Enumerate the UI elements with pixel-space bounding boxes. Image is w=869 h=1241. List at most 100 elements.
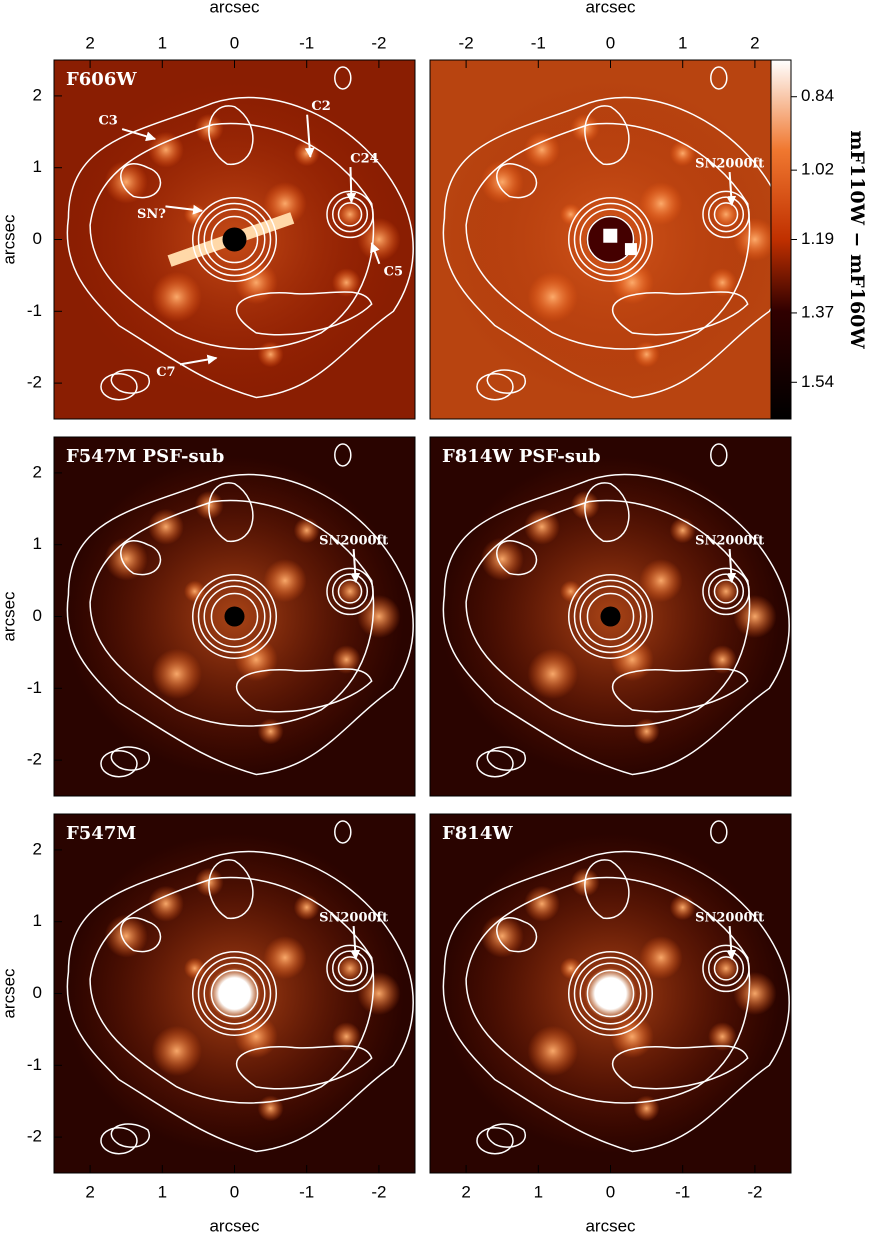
source: [293, 140, 320, 167]
contour: [573, 202, 648, 277]
source: [639, 936, 683, 980]
x-tick-label: 1: [158, 33, 167, 52]
contour: [579, 585, 642, 648]
contour: [209, 860, 253, 918]
contour: [573, 579, 648, 654]
annotation: SN2000ft: [319, 534, 388, 549]
contour: [497, 541, 537, 575]
x-tick-label: 1: [678, 33, 687, 52]
contour: [326, 190, 374, 239]
source: [480, 160, 524, 204]
contour: [197, 956, 272, 1031]
y-tick-label: 2: [33, 839, 42, 858]
source: [480, 537, 524, 581]
source: [263, 182, 307, 226]
panel-title: F814W PSF-sub: [442, 446, 601, 467]
contour: [100, 372, 138, 401]
source: [263, 936, 307, 980]
y-tick-label: -2: [27, 1127, 42, 1146]
source: [151, 271, 202, 323]
source: [639, 182, 683, 226]
contour: [121, 541, 161, 575]
x-tick-label: 1: [158, 1182, 167, 1201]
source: [183, 580, 206, 603]
contour: [191, 950, 278, 1037]
annotation: SN?: [137, 207, 166, 222]
annotation: SN2000ft: [319, 911, 388, 926]
y-tick-label: -2: [27, 373, 42, 392]
source: [104, 537, 148, 581]
contour: [121, 164, 161, 198]
contour: [707, 196, 745, 233]
contour: [702, 567, 750, 616]
source: [708, 1022, 737, 1051]
source: [639, 559, 683, 603]
x-tick-label: -1: [299, 33, 314, 52]
contour: [67, 475, 413, 775]
x-tick-label: 0: [230, 1182, 239, 1201]
source: [293, 517, 320, 544]
annotation: SN2000ft: [695, 157, 764, 172]
arrow: [726, 926, 737, 961]
annotation: C24: [350, 152, 378, 167]
source: [711, 199, 741, 229]
masked-core: [600, 606, 621, 627]
y-tick-label: -2: [27, 750, 42, 769]
colorbar-tick-label: 1.37: [801, 302, 834, 321]
y-tick-label: 2: [33, 462, 42, 481]
source: [633, 1095, 660, 1122]
contour: [331, 573, 369, 610]
source: [257, 718, 284, 745]
contour: [579, 208, 642, 271]
source: [669, 517, 696, 544]
colorbar-tick-label: 1.19: [801, 229, 834, 248]
contour: [203, 585, 266, 648]
contour: [613, 292, 748, 335]
contour: [203, 208, 266, 271]
x-tick-label: -2: [459, 33, 474, 52]
arrow: [370, 242, 381, 265]
source: [151, 1025, 202, 1077]
contour: [713, 579, 739, 604]
contour: [331, 950, 369, 987]
image-panel: SN2000ft -2 -1 0 1 2 arcsec 0.84 1.02 1.19 1.37 1.5…: [429, 0, 868, 420]
y-tick-label: 0: [33, 229, 42, 248]
y-tick-label: 1: [33, 534, 42, 553]
contour: [567, 950, 654, 1037]
colorbar-label: mF110W − mF160W: [846, 130, 868, 349]
image-panel: F606W C3 C2 C24 SN? C5 C7 2 1 0 -1 -2 arcsec -2 -1 0 1 2 a…: [0, 0, 416, 420]
contour: [466, 501, 749, 726]
contour: [497, 918, 537, 952]
source: [523, 508, 560, 545]
contour: [237, 292, 372, 335]
contour: [466, 124, 749, 349]
x-axis-label: arcsec: [209, 0, 260, 16]
contour: [443, 475, 789, 775]
source: [151, 648, 202, 700]
x-tick-label: 2: [461, 1182, 470, 1201]
x-tick-label: -2: [747, 1182, 762, 1201]
contour: [334, 820, 352, 844]
image: [54, 814, 415, 1173]
contour: [466, 878, 749, 1103]
arrow: [165, 204, 204, 215]
annotation: C7: [156, 365, 175, 380]
source: [257, 341, 284, 368]
contour: [573, 956, 648, 1031]
y-tick-label: -1: [27, 301, 42, 320]
contour: [710, 820, 728, 844]
contour: [326, 944, 374, 993]
contour: [209, 483, 253, 541]
source: [147, 131, 184, 168]
contour: [209, 106, 253, 164]
source: [263, 559, 307, 603]
contour: [497, 164, 537, 198]
source: [332, 645, 361, 674]
colorbar-tick-label: 1.54: [801, 372, 834, 391]
contour: [210, 969, 259, 1018]
x-tick-label: -1: [531, 33, 546, 52]
arrow: [350, 926, 361, 961]
source: [480, 914, 524, 958]
arrow: [179, 354, 218, 366]
x-axis-label: arcsec: [585, 1216, 636, 1235]
